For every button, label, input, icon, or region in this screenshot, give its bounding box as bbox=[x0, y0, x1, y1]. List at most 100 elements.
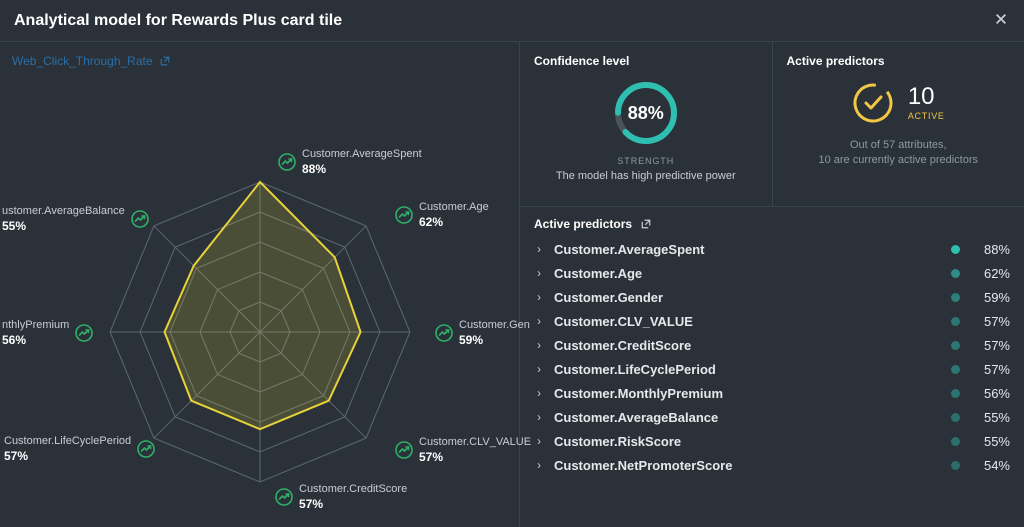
predictor-name: Customer.AverageBalance bbox=[554, 410, 718, 425]
predictor-pct: 59% bbox=[970, 290, 1010, 305]
chevron-right-icon: › bbox=[534, 314, 544, 328]
radar-axis-pct: 57% bbox=[299, 497, 407, 512]
trend-up-icon bbox=[435, 324, 453, 342]
strength-dot-icon bbox=[951, 365, 960, 374]
trend-up-icon bbox=[75, 324, 93, 342]
trend-up-icon bbox=[395, 206, 413, 224]
strength-dot-icon bbox=[951, 269, 960, 278]
panel-title: Analytical model for Rewards Plus card t… bbox=[14, 12, 342, 30]
trend-up-icon bbox=[137, 440, 155, 458]
radar-axis-label: Customer.CLV_VALUE57% bbox=[395, 436, 531, 465]
predictor-pct: 57% bbox=[970, 314, 1010, 329]
chevron-right-icon: › bbox=[534, 410, 544, 424]
strength-dot-icon bbox=[951, 413, 960, 422]
strength-dot-icon bbox=[951, 341, 960, 350]
radar-axis-pct: 59% bbox=[459, 333, 530, 348]
radar-axis-name: Customer.CLV_VALUE bbox=[419, 436, 531, 450]
predictor-pct: 55% bbox=[970, 434, 1010, 449]
predictor-name: Customer.MonthlyPremium bbox=[554, 386, 723, 401]
panel-header: Analytical model for Rewards Plus card t… bbox=[0, 0, 1024, 42]
chevron-right-icon: › bbox=[534, 386, 544, 400]
predictor-row[interactable]: › Customer.CLV_VALUE 57% bbox=[534, 311, 1010, 331]
confidence-title: Confidence level bbox=[534, 54, 758, 68]
radar-axis-pct: 57% bbox=[419, 450, 531, 465]
predictor-name: Customer.LifeCyclePeriod bbox=[554, 362, 716, 377]
strength-dot-icon bbox=[951, 437, 960, 446]
radar-axis-label: Customer.LifeCyclePeriod57% bbox=[4, 435, 155, 464]
predictors-list-title-row[interactable]: Active predictors bbox=[534, 217, 1010, 231]
chevron-right-icon: › bbox=[534, 434, 544, 448]
predictor-pct: 57% bbox=[970, 338, 1010, 353]
chevron-right-icon: › bbox=[534, 338, 544, 352]
radar-axis-name: Customer.Gen bbox=[459, 319, 530, 333]
predictor-pct: 55% bbox=[970, 410, 1010, 425]
strength-dot-icon bbox=[951, 389, 960, 398]
chevron-right-icon: › bbox=[534, 266, 544, 280]
radar-axis-name: Customer.Age bbox=[419, 201, 489, 215]
strength-dot-icon bbox=[951, 461, 960, 470]
chevron-right-icon: › bbox=[534, 290, 544, 304]
predictor-name: Customer.CLV_VALUE bbox=[554, 314, 693, 329]
predictor-name: Customer.Age bbox=[554, 266, 642, 281]
predictor-pct: 54% bbox=[970, 458, 1010, 473]
radar-axis-name: Customer.AverageSpent bbox=[302, 148, 422, 162]
radar-axis-pct: 57% bbox=[4, 449, 131, 464]
strength-dot-icon bbox=[951, 245, 960, 254]
predictor-row[interactable]: › Customer.AverageSpent 88% bbox=[534, 239, 1010, 259]
radar-axis-label: ustomer.AverageBalance55% bbox=[2, 205, 149, 234]
trend-up-icon bbox=[395, 441, 413, 459]
predictor-name: Customer.AverageSpent bbox=[554, 242, 705, 257]
trend-up-icon bbox=[278, 153, 296, 171]
predictor-name: Customer.Gender bbox=[554, 290, 663, 305]
radar-axis-name: Customer.CreditScore bbox=[299, 483, 407, 497]
close-icon[interactable] bbox=[990, 10, 1012, 31]
trend-up-icon bbox=[131, 210, 149, 228]
radar-axis-name: nthlyPremium bbox=[2, 319, 69, 333]
predictor-name: Customer.RiskScore bbox=[554, 434, 681, 449]
predictors-list-title: Active predictors bbox=[534, 217, 632, 231]
predictor-pct: 88% bbox=[970, 242, 1010, 257]
radar-axis-pct: 88% bbox=[302, 162, 422, 177]
predictor-pct: 56% bbox=[970, 386, 1010, 401]
active-predictors-subtext: Out of 57 attributes, 10 are currently a… bbox=[787, 138, 1011, 169]
confidence-strength-label: STRENGTH bbox=[534, 156, 758, 166]
predictor-row[interactable]: › Customer.AverageBalance 55% bbox=[534, 407, 1010, 427]
check-circle-icon bbox=[852, 82, 894, 124]
active-predictors-title: Active predictors bbox=[787, 54, 1011, 68]
predictor-name: Customer.NetPromoterScore bbox=[554, 458, 732, 473]
radar-axis-label: Customer.CreditScore57% bbox=[275, 483, 407, 512]
chevron-right-icon: › bbox=[534, 242, 544, 256]
confidence-value: 88% bbox=[611, 78, 681, 148]
active-predictors-card: Active predictors 10 ACTIVE Out of 57 at… bbox=[772, 42, 1024, 206]
radar-axis-pct: 56% bbox=[2, 333, 69, 348]
predictor-name: Customer.CreditScore bbox=[554, 338, 691, 353]
radar-axis-label: nthlyPremium56% bbox=[2, 319, 93, 348]
predictor-pct: 62% bbox=[970, 266, 1010, 281]
predictor-pct: 57% bbox=[970, 362, 1010, 377]
predictor-row[interactable]: › Customer.LifeCyclePeriod 57% bbox=[534, 359, 1010, 379]
predictor-row[interactable]: › Customer.CreditScore 57% bbox=[534, 335, 1010, 355]
radar-axis-pct: 55% bbox=[2, 219, 125, 234]
trend-up-icon bbox=[275, 488, 293, 506]
radar-axis-name: ustomer.AverageBalance bbox=[2, 205, 125, 219]
radar-axis-pct: 62% bbox=[419, 215, 489, 230]
strength-dot-icon bbox=[951, 317, 960, 326]
predictor-row[interactable]: › Customer.RiskScore 55% bbox=[534, 431, 1010, 451]
predictor-row[interactable]: › Customer.Age 62% bbox=[534, 263, 1010, 283]
predictor-row[interactable]: › Customer.MonthlyPremium 56% bbox=[534, 383, 1010, 403]
predictor-row[interactable]: › Customer.NetPromoterScore 54% bbox=[534, 455, 1010, 475]
predictors-list-panel: Active predictors › Customer.AverageSpent… bbox=[520, 207, 1024, 527]
chevron-right-icon: › bbox=[534, 458, 544, 472]
active-label: ACTIVE bbox=[908, 111, 945, 121]
chevron-right-icon: › bbox=[534, 362, 544, 376]
external-link-icon bbox=[640, 218, 652, 230]
radar-axis-label: Customer.Gen59% bbox=[435, 319, 530, 348]
radar-axis-label: Customer.Age62% bbox=[395, 201, 489, 230]
radar-axis-label: Customer.AverageSpent88% bbox=[278, 148, 422, 177]
strength-dot-icon bbox=[951, 293, 960, 302]
active-predictors-count: 10 bbox=[908, 85, 945, 109]
predictor-row[interactable]: › Customer.Gender 59% bbox=[534, 287, 1010, 307]
confidence-ring: 88% bbox=[611, 78, 681, 148]
confidence-message: The model has high predictive power bbox=[534, 170, 758, 182]
radar-panel: Web_Click_Through_Rate Customer.AverageS… bbox=[0, 42, 520, 527]
